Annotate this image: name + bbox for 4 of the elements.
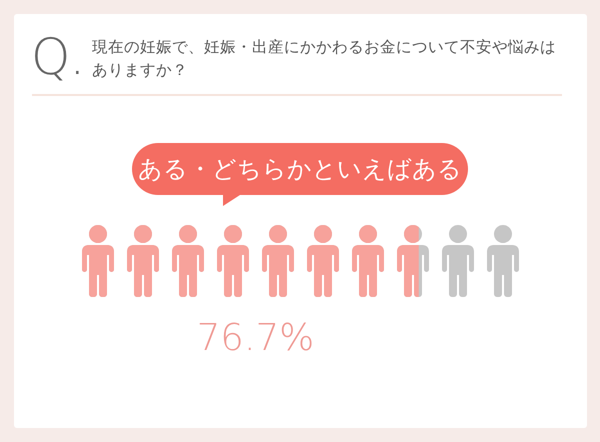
text: Q. [31,28,84,86]
text: 現在の妊娠で、妊娠・出産にかかわるお金について不安や悩みはありますか？ [92,37,557,81]
category-label: ある・どちらかといえばある [137,154,463,185]
data-label: 76.7% [196,316,314,359]
